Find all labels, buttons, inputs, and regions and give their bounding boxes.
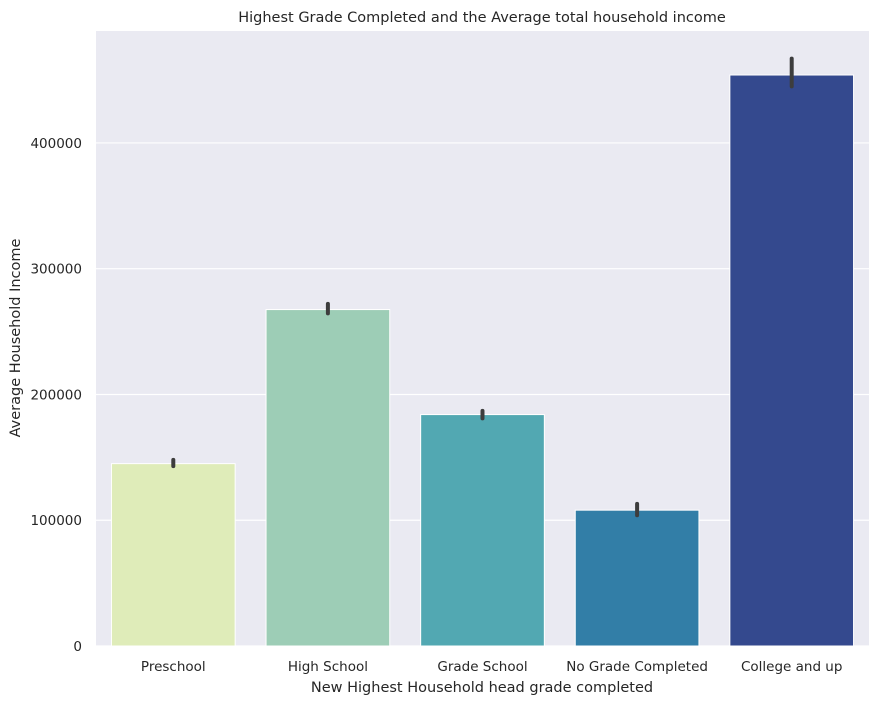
x-tick-label: No Grade Completed [566, 659, 708, 675]
bar-college-and-up [729, 74, 855, 647]
error-bars [171, 56, 794, 518]
chart-title: Highest Grade Completed and the Average … [238, 10, 726, 26]
bar-grade-school [420, 414, 545, 647]
bars [110, 74, 855, 647]
bar-no-grade-completed [574, 509, 700, 647]
x-tick-labels: Preschool High School Grade School No Grade… [141, 659, 843, 675]
y-tick-label: 400000 [30, 136, 82, 152]
y-tick-label: 100000 [30, 513, 82, 529]
x-tick-label: College and up [741, 659, 842, 675]
y-tick-labels: 0 100000 200000 300000 400000 [30, 136, 82, 655]
y-axis-label: Average Household Income [8, 238, 24, 437]
bar-high-school [265, 309, 391, 647]
x-axis-label: New Highest Household head grade complet… [311, 680, 653, 696]
y-tick-label: 0 [73, 639, 82, 655]
x-tick-label: High School [288, 659, 368, 675]
bar-preschool [110, 463, 236, 647]
x-tick-label: Grade School [437, 659, 527, 675]
y-tick-label: 300000 [30, 262, 82, 278]
y-tick-label: 200000 [30, 387, 82, 403]
x-tick-label: Preschool [141, 659, 206, 675]
